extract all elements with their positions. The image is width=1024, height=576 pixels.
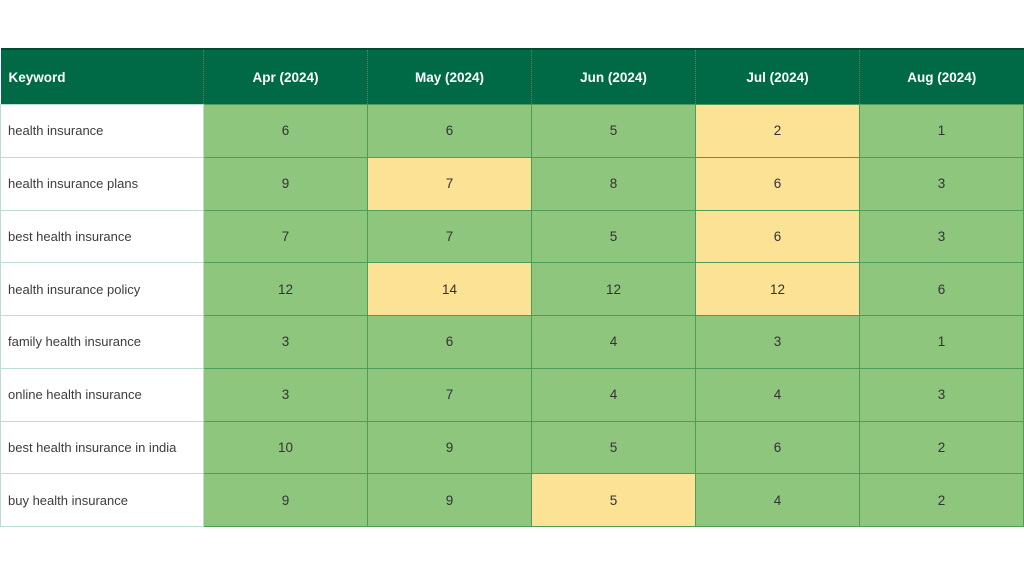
value-cell: 4 [695,473,860,527]
keyword-cell: health insurance plans [0,156,204,211]
value-cell: 6 [367,104,532,158]
value-cell-highlighted: 12 [695,262,860,316]
value-cell: 8 [531,156,696,211]
month-column-header: Apr (2024) [203,48,368,105]
value-cell: 5 [531,209,696,264]
keyword-cell: family health insurance [0,315,204,369]
value-cell: 1 [859,104,1024,158]
value-cell: 3 [859,367,1024,422]
month-column-header: Jun (2024) [531,48,696,105]
value-cell: 7 [367,367,532,422]
value-cell: 7 [203,209,368,264]
keyword-cell: best health insurance in india [0,420,204,475]
value-cell-highlighted: 2 [695,104,860,158]
value-cell: 3 [695,315,860,369]
value-cell: 4 [531,315,696,369]
value-cell: 6 [695,420,860,475]
keyword-cell: health insurance policy [0,262,204,316]
keyword-column-header: Keyword [0,48,204,105]
table-row: best health insurance in india 10 9 5 6 2 [0,420,1024,475]
value-cell: 3 [859,209,1024,264]
value-cell-highlighted: 14 [367,262,532,316]
value-cell: 9 [367,473,532,527]
keyword-cell: buy health insurance [0,473,204,527]
keyword-cell: best health insurance [0,209,204,264]
value-cell: 6 [367,315,532,369]
keyword-ranking-table: Keyword Apr (2024) May (2024) Jun (2024) Jul… [0,48,1024,527]
value-cell-highlighted: 7 [367,156,532,211]
value-cell-highlighted: 6 [695,156,860,211]
table-header: Keyword Apr (2024) May (2024) Jun (2024) Jul… [0,48,1024,105]
value-cell: 7 [367,209,532,264]
value-cell: 4 [531,367,696,422]
value-cell: 12 [203,262,368,316]
month-column-header: Jul (2024) [695,48,860,105]
value-cell: 1 [859,315,1024,369]
value-cell: 6 [859,262,1024,316]
header-row: Keyword Apr (2024) May (2024) Jun (2024) Jul… [0,48,1024,105]
table-row: health insurance policy 12 14 12 12 6 [0,262,1024,316]
keyword-cell: online health insurance [0,367,204,422]
value-cell: 3 [203,367,368,422]
value-cell: 3 [859,156,1024,211]
value-cell: 5 [531,104,696,158]
value-cell-highlighted: 6 [695,209,860,264]
month-column-header: Aug (2024) [859,48,1024,105]
value-cell: 4 [695,367,860,422]
value-cell-highlighted: 5 [531,473,696,527]
value-cell: 9 [203,473,368,527]
value-cell: 6 [203,104,368,158]
value-cell: 2 [859,473,1024,527]
value-cell: 5 [531,420,696,475]
value-cell: 2 [859,420,1024,475]
value-cell: 3 [203,315,368,369]
month-column-header: May (2024) [367,48,532,105]
value-cell: 9 [367,420,532,475]
keyword-cell: health insurance [0,104,204,158]
value-cell: 12 [531,262,696,316]
value-cell: 9 [203,156,368,211]
value-cell: 10 [203,420,368,475]
